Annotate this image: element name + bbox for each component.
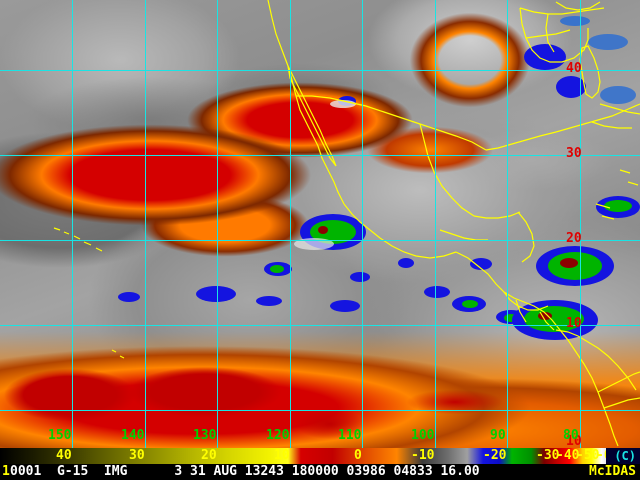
longitude-label: 120 — [266, 428, 290, 443]
color-bar-label: -30 — [536, 448, 560, 463]
convective-cell — [556, 76, 586, 98]
convective-cell — [470, 258, 492, 270]
convective-cells-layer — [118, 16, 640, 340]
grid-line-vertical — [362, 0, 363, 448]
storm-cell-cirrus — [294, 238, 334, 250]
map-overlay — [53, 0, 640, 447]
grid-line-horizontal — [0, 240, 640, 241]
grid-line-horizontal — [0, 410, 640, 411]
color-bar-label: -40 — [556, 448, 580, 463]
frame-number-label: 1 — [2, 464, 10, 479]
latitude-label: 20 — [566, 231, 582, 246]
longitude-label: 80 — [563, 428, 579, 443]
status-text: 0001 G-15 IMG 3 31 AUG 13243 180000 0398… — [10, 464, 480, 479]
convective-cell — [588, 34, 628, 50]
grid-line-vertical — [217, 0, 218, 448]
grid-labels: 40 30 20 10 10 150 140 130 120 110 100 90 80 — [48, 61, 582, 448]
color-bar-label: -50 — [576, 448, 600, 463]
color-bar-gradient — [0, 448, 640, 464]
longitude-label: 130 — [193, 428, 217, 443]
grid-line-horizontal — [0, 325, 640, 326]
convective-cell — [118, 292, 140, 302]
longitude-label: 150 — [48, 428, 72, 443]
color-bar-label: 0 — [354, 448, 362, 463]
storm-cell-core — [318, 226, 328, 234]
convective-cell — [270, 265, 284, 273]
grid-line-horizontal — [0, 155, 640, 156]
convective-cell — [560, 16, 590, 26]
convective-cell — [330, 300, 360, 312]
longitude-label: 140 — [121, 428, 145, 443]
grid-line-vertical — [580, 0, 581, 448]
color-bar-unit-label: (C) — [614, 449, 636, 463]
color-bar-unit-box — [606, 448, 640, 464]
mcidas-brand-label: McIDAS — [589, 464, 636, 479]
color-bar-label: 30 — [129, 448, 145, 463]
grid-line-vertical — [145, 0, 146, 448]
lat-lon-grid — [0, 0, 640, 448]
satellite-image-canvas[interactable]: 40 30 20 10 10 150 140 130 120 110 100 90 80 — [0, 0, 640, 448]
convective-cell — [462, 300, 478, 308]
cirrus-patch — [330, 100, 356, 108]
convective-cell — [398, 258, 414, 268]
convective-cell — [604, 200, 632, 212]
convective-cell — [350, 272, 370, 282]
color-bar-label: -10 — [411, 448, 435, 463]
longitude-label: 90 — [490, 428, 506, 443]
status-bar: 1 0001 G-15 IMG 3 31 AUG 13243 180000 03… — [0, 464, 640, 480]
convective-cell — [196, 286, 236, 302]
convective-cell — [504, 314, 518, 322]
latitude-label: 40 — [566, 61, 582, 76]
convective-cell — [256, 296, 282, 306]
color-bar-label: 40 — [56, 448, 72, 463]
grid-line-vertical — [290, 0, 291, 448]
grid-line-vertical — [435, 0, 436, 448]
color-bar-label: 20 — [201, 448, 217, 463]
longitude-label: 110 — [338, 428, 362, 443]
color-bar-label: 10 — [274, 448, 290, 463]
latitude-label: 10 — [566, 316, 582, 331]
convective-cell — [600, 86, 636, 104]
convective-complex-core — [560, 258, 578, 268]
color-bar-label: -20 — [483, 448, 507, 463]
longitude-label: 100 — [411, 428, 435, 443]
convective-cell — [424, 286, 450, 298]
grid-line-horizontal — [0, 70, 640, 71]
grid-line-vertical — [507, 0, 508, 448]
convective-complex-core — [538, 312, 552, 320]
latitude-label: 30 — [566, 146, 582, 161]
latitude-label: 10 — [566, 434, 582, 448]
grid-line-vertical — [72, 0, 73, 448]
